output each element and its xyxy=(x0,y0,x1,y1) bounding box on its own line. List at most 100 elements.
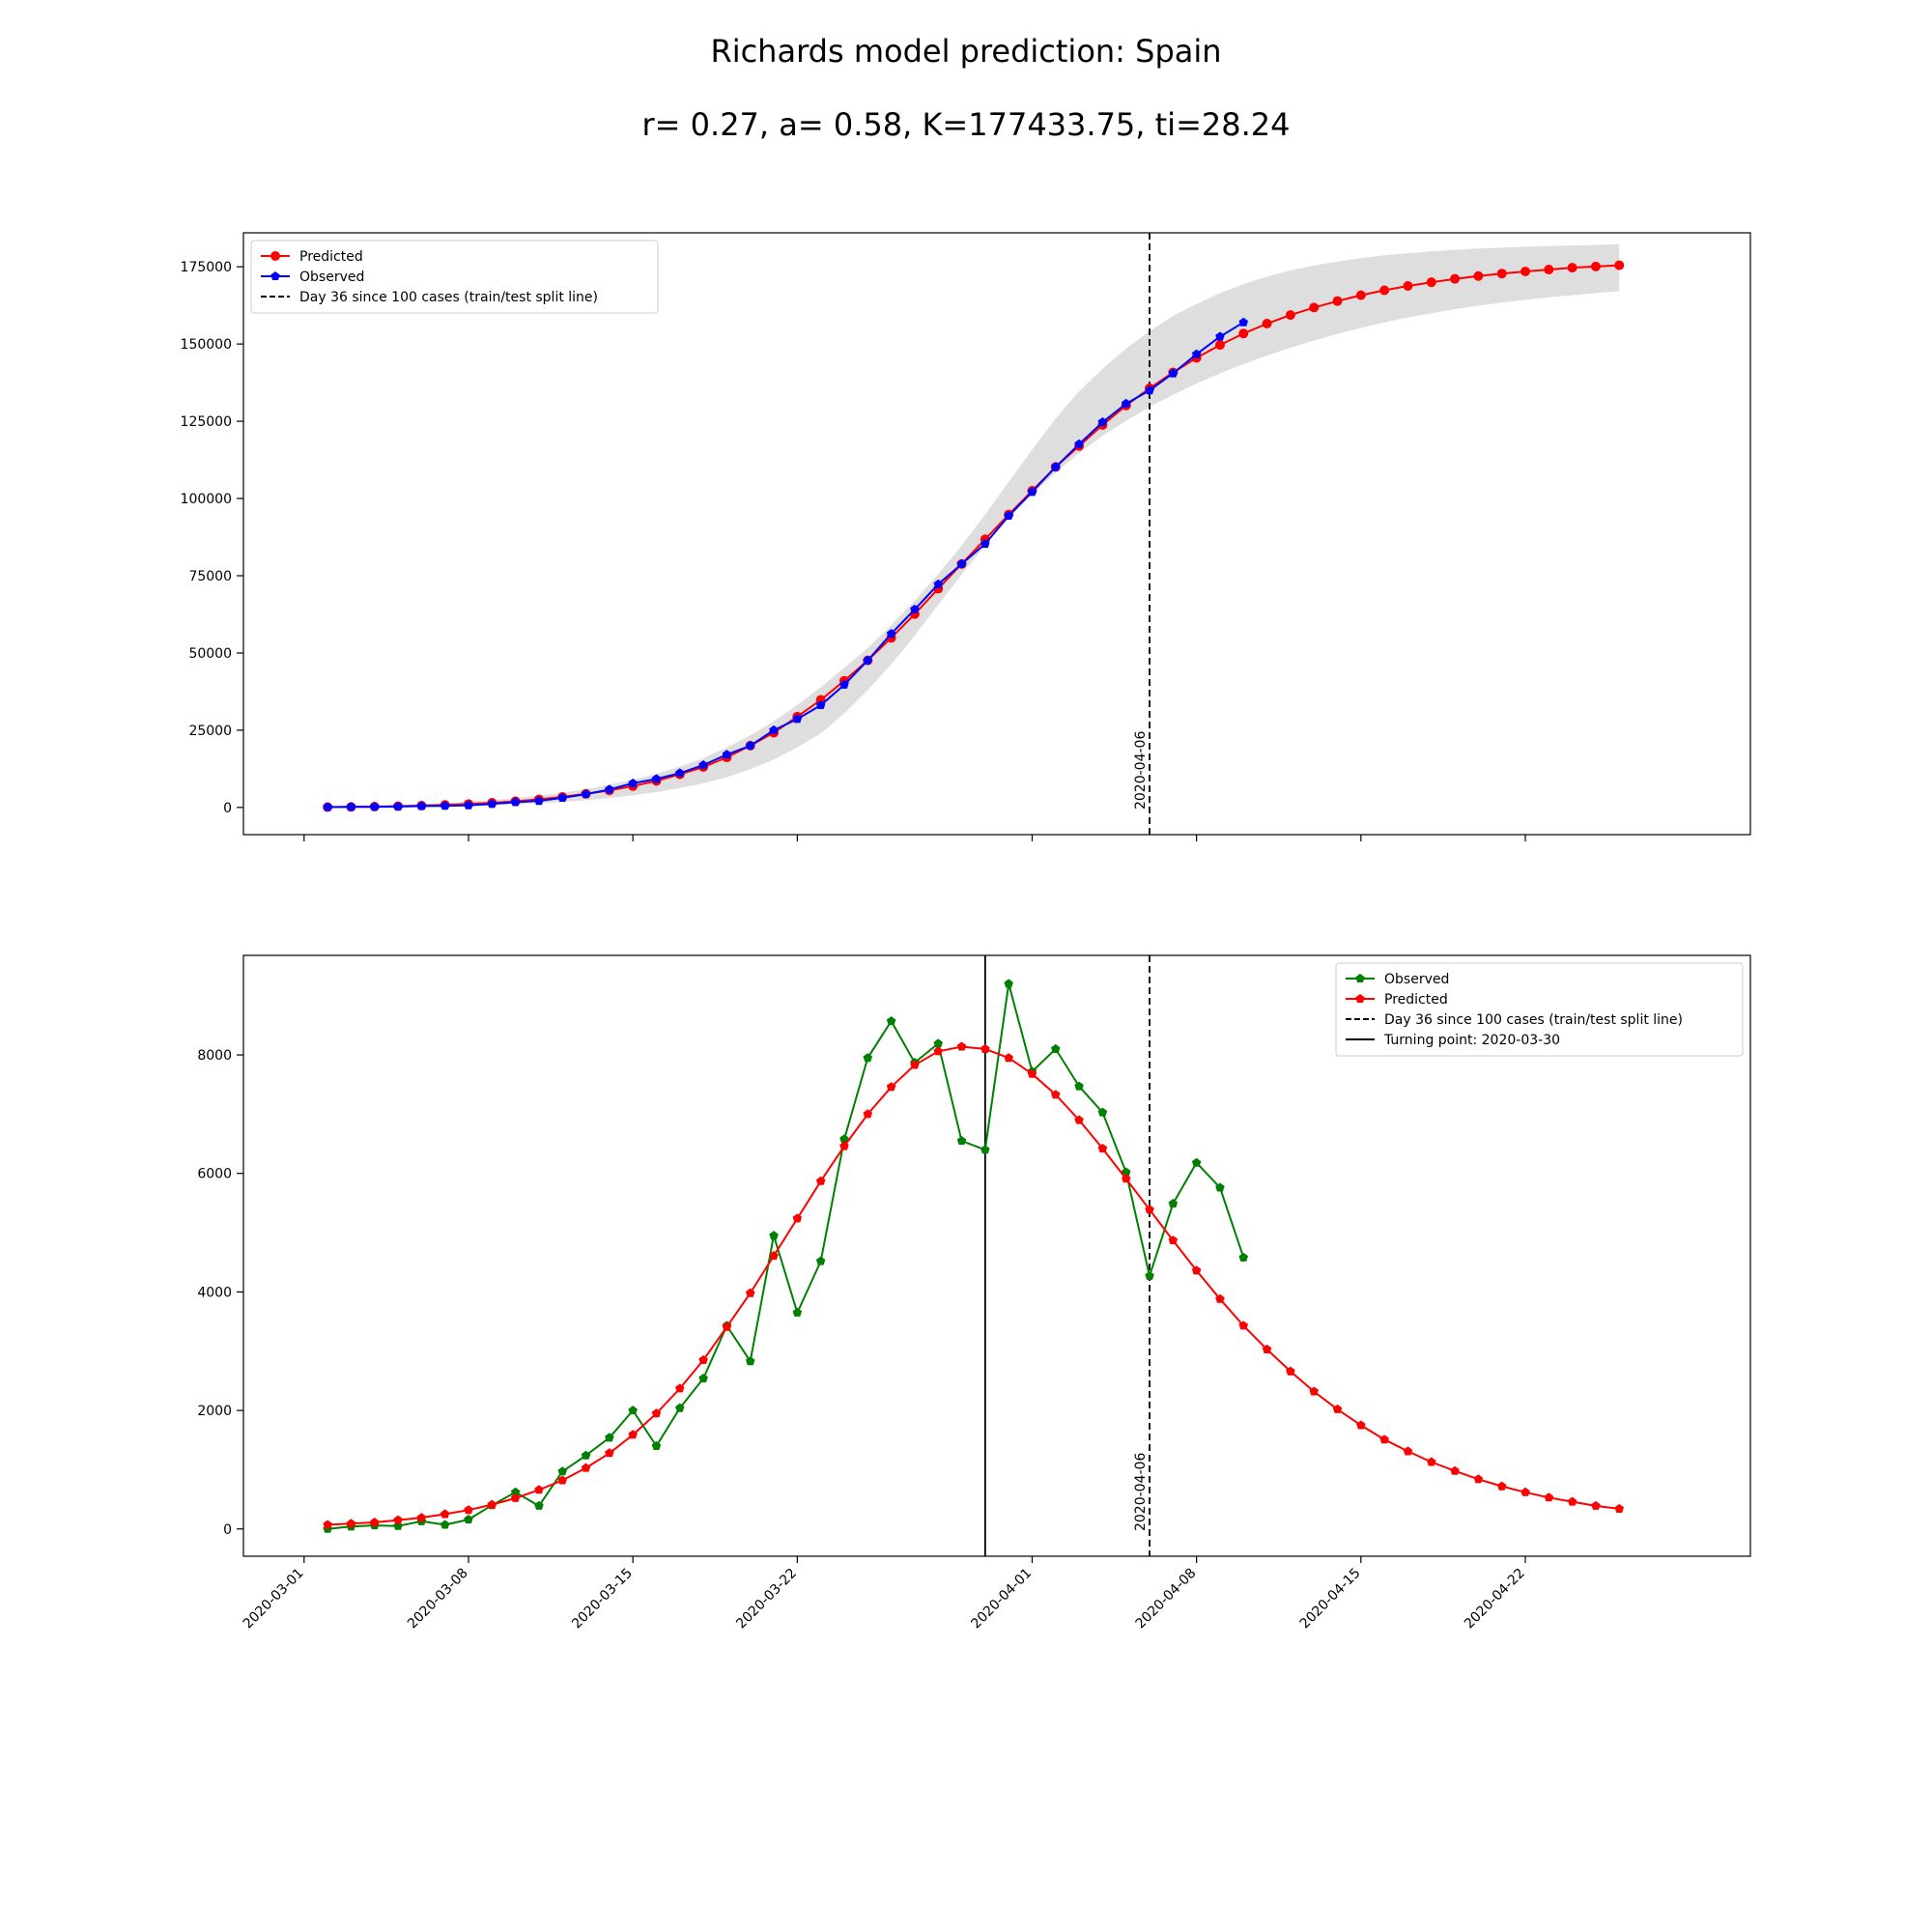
data-point-predicted xyxy=(1238,1321,1248,1330)
data-point-observed xyxy=(581,1450,591,1460)
data-point-observed xyxy=(487,799,497,809)
data-point-observed xyxy=(675,1403,685,1412)
data-point-observed xyxy=(628,778,638,787)
data-point-observed xyxy=(839,1134,849,1144)
data-point-predicted xyxy=(1427,1457,1436,1466)
legend-entry: Observed xyxy=(1384,972,1449,987)
x-tick-label: 2020-04-15 xyxy=(1297,1566,1364,1633)
data-point-predicted xyxy=(487,1499,497,1509)
y-tick-label: 125000 xyxy=(181,414,232,430)
data-point-observed xyxy=(980,539,990,549)
legend-marker xyxy=(1355,994,1365,1003)
data-point-predicted xyxy=(1238,328,1249,339)
data-point-observed xyxy=(1074,1081,1084,1091)
data-point-observed xyxy=(769,1231,779,1240)
data-point-predicted xyxy=(1473,1474,1484,1484)
x-tick-label: 2020-04-22 xyxy=(1462,1566,1528,1633)
data-point-observed xyxy=(1004,979,1013,988)
data-point-observed xyxy=(815,1256,826,1265)
data-point-observed xyxy=(933,1038,943,1048)
x-tick-label: 2020-03-08 xyxy=(405,1566,471,1633)
legend-marker xyxy=(270,251,280,261)
data-point-observed xyxy=(1238,1252,1248,1262)
data-point-predicted xyxy=(1379,1435,1389,1444)
legend-entry: Predicted xyxy=(299,249,363,265)
data-point-predicted xyxy=(605,1448,614,1458)
data-point-observed xyxy=(534,796,544,806)
data-point-predicted xyxy=(1309,1386,1319,1396)
data-point-predicted xyxy=(557,1475,567,1485)
data-point-observed xyxy=(792,714,803,724)
data-point-observed xyxy=(956,1136,967,1145)
data-point-predicted xyxy=(393,1515,403,1524)
data-point-observed xyxy=(1215,1182,1225,1192)
data-point-predicted xyxy=(346,1519,356,1528)
data-point-observed xyxy=(1145,385,1154,395)
data-point-predicted xyxy=(1309,302,1320,313)
data-point-observed xyxy=(1191,1157,1202,1167)
data-point-predicted xyxy=(1285,310,1295,321)
data-point-observed xyxy=(651,774,662,783)
data-point-predicted xyxy=(1520,266,1531,276)
daily-cases-plot: 0 2000 4000 6000 8000 2020-03-01 2020-03-08 202… xyxy=(197,954,1751,1633)
data-point-observed xyxy=(769,724,779,734)
data-point-observed xyxy=(1191,349,1202,358)
data-point-observed xyxy=(510,797,521,807)
data-point-predicted xyxy=(1332,1404,1343,1413)
data-point-observed xyxy=(464,800,473,810)
data-point-predicted xyxy=(440,1509,450,1519)
y-tick-label: 0 xyxy=(223,801,232,816)
data-point-predicted xyxy=(1332,296,1343,306)
data-point-predicted xyxy=(1286,1366,1295,1376)
data-point-predicted xyxy=(1544,1492,1554,1502)
data-point-predicted xyxy=(910,1060,920,1069)
data-point-observed xyxy=(910,604,920,613)
data-point-predicted xyxy=(1379,285,1390,296)
data-point-predicted xyxy=(1027,1068,1037,1078)
data-point-observed xyxy=(1122,1167,1131,1177)
data-point-observed xyxy=(557,1466,567,1476)
y-tick-label: 25000 xyxy=(188,724,232,739)
data-point-observed xyxy=(557,792,567,802)
y-tick-label: 175000 xyxy=(181,260,232,275)
data-point-predicted xyxy=(534,1485,544,1494)
y-tick-label: 50000 xyxy=(188,646,232,662)
y-tick-label: 6000 xyxy=(197,1167,232,1182)
data-point-observed xyxy=(1168,1199,1179,1208)
data-point-observed xyxy=(605,784,614,794)
data-point-predicted xyxy=(1520,1487,1530,1496)
data-point-predicted xyxy=(370,1518,380,1527)
data-point-predicted xyxy=(933,1046,943,1056)
data-point-observed xyxy=(370,802,380,811)
data-point-predicted xyxy=(863,1109,872,1119)
cumulative-cases-plot: 0 25000 50000 75000 100000 125000 150000 175000… xyxy=(181,232,1751,841)
data-point-observed xyxy=(1051,462,1061,471)
data-point-observed xyxy=(1097,417,1108,427)
data-point-predicted xyxy=(1496,269,1507,279)
y-tick-label: 8000 xyxy=(197,1048,232,1064)
data-point-predicted xyxy=(323,1520,332,1529)
x-tick-label: 2020-03-15 xyxy=(569,1566,636,1633)
y-tick-label: 0 xyxy=(223,1522,232,1538)
figure-title: Richards model prediction: Spain xyxy=(710,33,1222,70)
data-point-predicted xyxy=(839,1141,849,1151)
data-point-predicted xyxy=(1051,1090,1061,1099)
data-point-predicted xyxy=(1004,1053,1013,1063)
y-tick-label: 100000 xyxy=(181,492,232,507)
data-point-observed xyxy=(792,1307,803,1317)
data-point-observed xyxy=(628,1406,638,1415)
data-point-predicted xyxy=(510,1492,521,1502)
data-point-predicted xyxy=(464,1505,473,1515)
split-line-label: 2020-04-06 xyxy=(1133,1453,1149,1531)
data-point-predicted xyxy=(1262,319,1272,329)
axes-frame xyxy=(242,954,1751,1557)
data-point-observed xyxy=(980,1145,990,1154)
axes-frame xyxy=(242,232,1751,836)
data-point-observed xyxy=(440,801,450,810)
data-point-observed xyxy=(675,768,685,778)
data-point-predicted xyxy=(628,1430,638,1439)
data-point-observed xyxy=(651,1440,662,1450)
x-tick-label: 2020-04-01 xyxy=(968,1566,1035,1633)
data-point-observed xyxy=(746,1356,755,1366)
data-point-predicted xyxy=(1450,273,1461,284)
